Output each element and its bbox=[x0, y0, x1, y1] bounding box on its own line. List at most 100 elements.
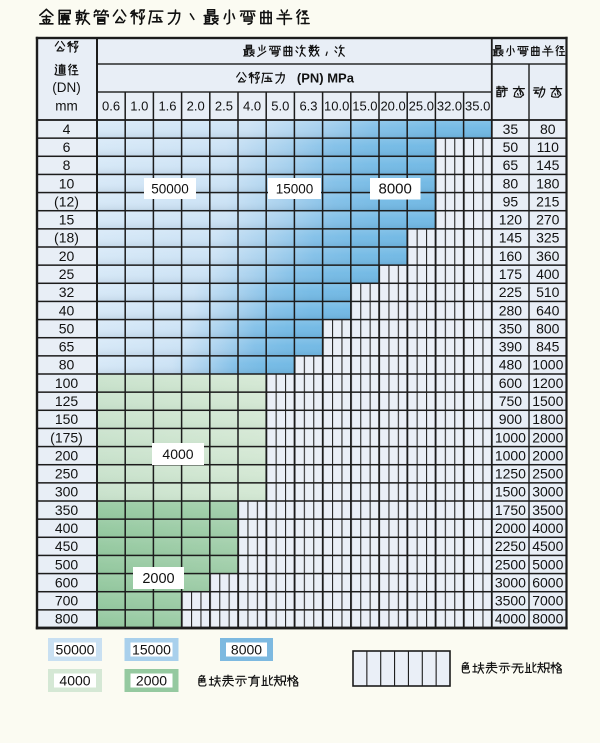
svg-text:325: 325 bbox=[536, 230, 560, 246]
svg-text:20: 20 bbox=[59, 248, 75, 264]
svg-text:40: 40 bbox=[59, 302, 75, 318]
svg-text:2.5: 2.5 bbox=[215, 99, 233, 114]
svg-text:510: 510 bbox=[536, 284, 560, 300]
svg-text:25: 25 bbox=[59, 266, 75, 282]
svg-text:1.6: 1.6 bbox=[158, 99, 176, 114]
svg-text:110: 110 bbox=[537, 139, 560, 155]
svg-text:1200: 1200 bbox=[532, 375, 563, 391]
svg-text:360: 360 bbox=[536, 248, 560, 264]
svg-text:0.6: 0.6 bbox=[102, 99, 120, 114]
svg-text:750: 750 bbox=[499, 393, 523, 409]
svg-text:500: 500 bbox=[55, 556, 79, 572]
svg-text:80: 80 bbox=[503, 175, 519, 191]
svg-text:4: 4 bbox=[63, 121, 71, 137]
svg-text:450: 450 bbox=[55, 538, 79, 554]
svg-text:8: 8 bbox=[63, 157, 71, 173]
svg-text:120: 120 bbox=[499, 212, 523, 228]
svg-text:640: 640 bbox=[536, 302, 560, 318]
svg-text:3000: 3000 bbox=[495, 574, 526, 590]
svg-text:350: 350 bbox=[499, 320, 523, 336]
svg-text:2000: 2000 bbox=[532, 429, 563, 445]
svg-text:200: 200 bbox=[55, 447, 79, 463]
svg-text:8000: 8000 bbox=[231, 642, 262, 658]
svg-text:32.0: 32.0 bbox=[437, 99, 462, 114]
svg-text:5000: 5000 bbox=[532, 556, 563, 572]
svg-text:250: 250 bbox=[55, 466, 79, 482]
svg-text:1750: 1750 bbox=[495, 502, 526, 518]
svg-text:(12): (12) bbox=[54, 193, 79, 209]
svg-text:600: 600 bbox=[55, 574, 79, 590]
svg-text:35.0: 35.0 bbox=[465, 99, 490, 114]
svg-text:65: 65 bbox=[59, 339, 75, 355]
svg-text:2500: 2500 bbox=[532, 466, 563, 482]
svg-text:95: 95 bbox=[503, 193, 519, 209]
svg-text:(175): (175) bbox=[50, 429, 83, 445]
svg-text:2000: 2000 bbox=[142, 571, 174, 587]
svg-text:900: 900 bbox=[499, 411, 523, 427]
svg-text:25.0: 25.0 bbox=[409, 99, 434, 114]
svg-text:180: 180 bbox=[536, 175, 560, 191]
svg-text:160: 160 bbox=[499, 248, 523, 264]
svg-text:80: 80 bbox=[540, 121, 556, 137]
svg-text:145: 145 bbox=[536, 157, 560, 173]
svg-text:600: 600 bbox=[499, 375, 523, 391]
svg-text:4.0: 4.0 bbox=[243, 99, 261, 114]
svg-text:145: 145 bbox=[499, 230, 523, 246]
svg-text:1800: 1800 bbox=[532, 411, 563, 427]
svg-text:3500: 3500 bbox=[495, 593, 526, 609]
svg-text:2250: 2250 bbox=[495, 538, 526, 554]
svg-text:15000: 15000 bbox=[276, 181, 314, 196]
svg-text:3500: 3500 bbox=[532, 502, 563, 518]
svg-text:2000: 2000 bbox=[136, 673, 167, 689]
svg-text:2.0: 2.0 bbox=[187, 99, 205, 114]
svg-text:20.0: 20.0 bbox=[380, 99, 405, 114]
svg-text:50000: 50000 bbox=[151, 181, 189, 196]
svg-text:1500: 1500 bbox=[532, 393, 563, 409]
svg-text:5.0: 5.0 bbox=[271, 99, 289, 114]
svg-text:50000: 50000 bbox=[56, 642, 95, 658]
svg-text:400: 400 bbox=[55, 520, 79, 536]
svg-text:350: 350 bbox=[55, 502, 79, 518]
svg-text:15.0: 15.0 bbox=[352, 99, 377, 114]
svg-text:10: 10 bbox=[59, 175, 75, 191]
svg-text:225: 225 bbox=[499, 284, 523, 300]
svg-text:7000: 7000 bbox=[532, 593, 563, 609]
svg-text:800: 800 bbox=[536, 320, 560, 336]
svg-text:480: 480 bbox=[499, 357, 523, 373]
svg-text:1500: 1500 bbox=[495, 484, 526, 500]
svg-text:(PN) MPa: (PN) MPa bbox=[297, 71, 355, 86]
svg-text:2000: 2000 bbox=[495, 520, 526, 536]
svg-text:15000: 15000 bbox=[132, 642, 171, 658]
svg-text:6.3: 6.3 bbox=[299, 99, 317, 114]
svg-text:4000: 4000 bbox=[495, 611, 526, 627]
svg-text:4000: 4000 bbox=[59, 673, 90, 689]
svg-text:845: 845 bbox=[536, 339, 560, 355]
svg-text:270: 270 bbox=[536, 212, 560, 228]
svg-text:32: 32 bbox=[59, 284, 75, 300]
svg-text:8000: 8000 bbox=[379, 181, 412, 198]
svg-text:1000: 1000 bbox=[532, 357, 563, 373]
svg-text:4000: 4000 bbox=[532, 520, 563, 536]
svg-text:150: 150 bbox=[55, 411, 79, 427]
svg-text:1000: 1000 bbox=[495, 447, 526, 463]
svg-text:700: 700 bbox=[55, 593, 79, 609]
svg-text:50: 50 bbox=[59, 320, 75, 336]
svg-text:2500: 2500 bbox=[495, 556, 526, 572]
svg-text:280: 280 bbox=[499, 302, 523, 318]
svg-text:1250: 1250 bbox=[495, 466, 526, 482]
svg-text:(DN): (DN) bbox=[52, 80, 81, 95]
svg-text:3000: 3000 bbox=[532, 484, 563, 500]
svg-text:6: 6 bbox=[63, 139, 71, 155]
svg-text:80: 80 bbox=[59, 357, 75, 373]
svg-text:mm: mm bbox=[55, 99, 78, 114]
svg-text:8000: 8000 bbox=[532, 611, 563, 627]
svg-text:35: 35 bbox=[503, 121, 519, 137]
svg-text:(18): (18) bbox=[54, 230, 79, 246]
svg-text:175: 175 bbox=[499, 266, 523, 282]
svg-text:15: 15 bbox=[59, 212, 75, 228]
svg-text:2000: 2000 bbox=[532, 447, 563, 463]
svg-text:4000: 4000 bbox=[162, 446, 193, 462]
svg-text:100: 100 bbox=[55, 375, 79, 391]
svg-text:390: 390 bbox=[499, 339, 523, 355]
svg-text:400: 400 bbox=[536, 266, 560, 282]
